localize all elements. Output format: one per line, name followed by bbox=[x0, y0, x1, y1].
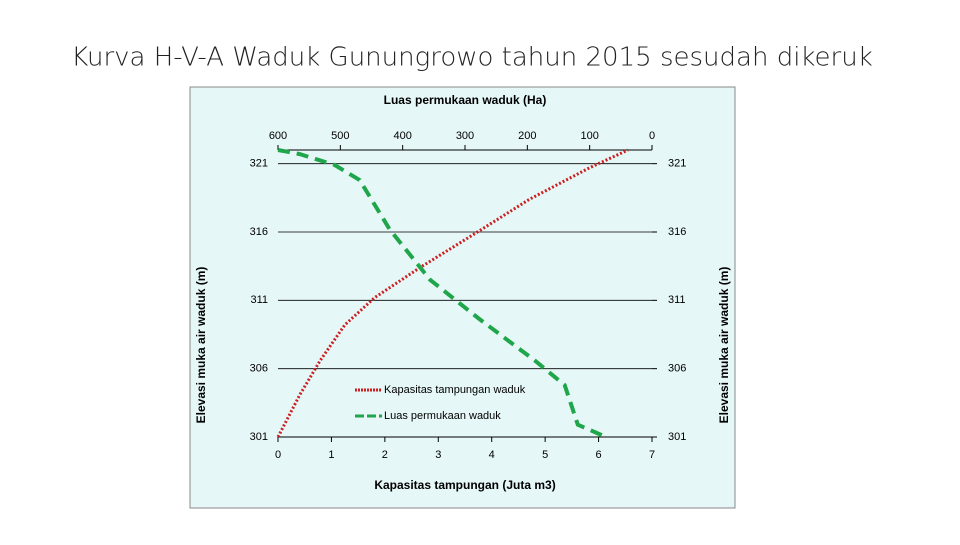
y-tick-label: 301 bbox=[250, 431, 268, 443]
slide-title: Kurva H-V-A Waduk Gunungrowo tahun 2015 … bbox=[71, 43, 873, 73]
x2-tick-label: 100 bbox=[580, 130, 598, 142]
x-tick-label: 2 bbox=[382, 449, 388, 461]
x-tick-label: 1 bbox=[328, 449, 334, 461]
series-line bbox=[276, 148, 629, 438]
x-axis-title: Kapasitas tampungan (Juta m3) bbox=[374, 478, 555, 492]
y2-tick-label: 301 bbox=[668, 431, 686, 443]
chart-area bbox=[189, 86, 736, 509]
x2-tick-label: 600 bbox=[269, 130, 287, 142]
y2-tick-label: 321 bbox=[668, 158, 686, 170]
y2-tick-label: 316 bbox=[668, 226, 686, 238]
y-tick-label: 316 bbox=[250, 226, 268, 238]
y-tick-label: 311 bbox=[250, 294, 268, 306]
x-tick-label: 6 bbox=[596, 449, 602, 461]
legend-label: Luas permukaan waduk bbox=[384, 410, 501, 422]
x2-tick-label: 200 bbox=[518, 130, 536, 142]
y-tick-label: 306 bbox=[250, 363, 268, 375]
x2-tick-label: 300 bbox=[456, 130, 474, 142]
x2-tick-label: 500 bbox=[331, 130, 349, 142]
series-line bbox=[277, 148, 604, 438]
x-tick-label: 5 bbox=[542, 449, 548, 461]
y2-tick-label: 306 bbox=[668, 363, 686, 375]
x-tick-label: 7 bbox=[649, 449, 655, 461]
x-tick-label: 3 bbox=[435, 449, 441, 461]
x2-tick-label: 400 bbox=[393, 130, 411, 142]
x-tick-label: 0 bbox=[275, 449, 281, 461]
x2-tick-label: 0 bbox=[649, 130, 655, 142]
x2-axis-title: Luas permukaan waduk (Ha) bbox=[384, 93, 547, 107]
y-axis-title: Elevasi muka air waduk (m) bbox=[194, 267, 208, 424]
y2-axis-title: Elevasi muka air waduk (m) bbox=[717, 267, 731, 424]
y-tick-label: 321 bbox=[250, 158, 268, 170]
y2-tick-label: 311 bbox=[668, 294, 686, 306]
x-tick-label: 4 bbox=[489, 449, 495, 461]
legend-label: Kapasitas tampungan waduk bbox=[384, 384, 526, 396]
